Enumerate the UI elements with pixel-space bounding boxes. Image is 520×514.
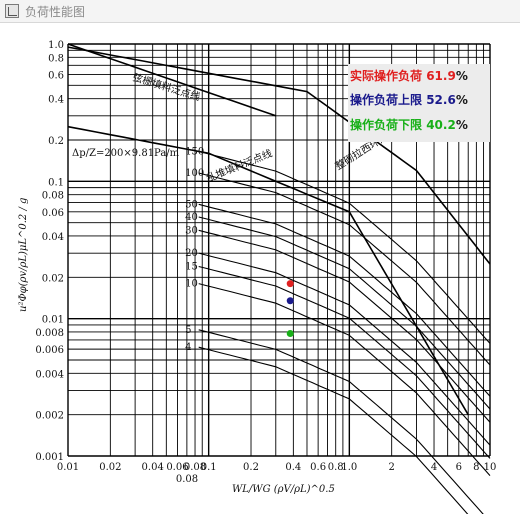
pressure-drop-label: 15 [185,261,198,272]
x-tick-label: 0.4 [285,462,301,473]
pressure-drop-label: 5 [185,325,191,336]
x-tick-label: 4 [431,462,437,473]
legend-actual-label: 实际操作负荷 [350,69,423,83]
x-tick-label: 6 [456,462,462,473]
y-tick-label: 0.6 [48,70,64,81]
legend-upper-label: 操作负荷上限 [350,93,423,107]
x-tick-label: 0.1 [201,462,217,473]
legend-upper-value: 52.6 [426,93,456,107]
pressure-drop-label: 20 [185,248,198,259]
y-tick-label: 0.002 [35,411,64,422]
y-tick-label: 0.06 [42,208,64,219]
y-tick-label: 0.8 [48,53,64,64]
x-tick-label: 0.06 [166,462,188,473]
x-tick-label: 0.8 [328,462,344,473]
y-tick-label: 0.008 [35,328,64,339]
x-tick-label: 1.0 [341,462,357,473]
y-tick-label: 0.006 [35,345,64,356]
pressure-drop-label: 150 [185,146,204,157]
legend-box [348,64,490,142]
legend-actual: 实际操作负荷 61.9% [350,69,468,83]
legend-lower: 操作负荷下限 40.2% [350,118,468,132]
load-performance-chart: 1.0 0.8 0.6 0.4 0.2 0.1 0.08 0.06 0.04 0.02 0.01 0.… [0,22,520,514]
y-tick-label: 0.004 [35,369,64,380]
flood-line-1 [67,43,277,117]
x-tick-label: 8 [473,462,479,473]
operating-point-2 [286,297,294,305]
chart-svg: 1.00.80.60.40.20.10.080.060.040.020.010.… [18,40,497,514]
flood-line-label-2: 乱堆填料泛点线 [204,147,274,185]
x-tick-label: 0.6 [310,462,326,473]
window-title: 负荷性能图 [25,4,86,19]
y-axis-title: u²Φφ(ρv/ρL)μL^0.2 / g [18,198,29,312]
pressure-drop-curve [198,252,491,446]
y-tick-label: 1.0 [48,40,64,51]
y-tick-label: 0.2 [48,136,64,147]
operating-point-1 [286,280,294,288]
x-axis-title: WL/WG (ρV/ρL)^0.5 [232,484,335,495]
y-tick-label: 0.02 [42,273,64,284]
pressure-drop-curve [198,329,484,514]
legend-upper-unit: % [455,93,468,107]
pressure-drop-curve [198,203,491,397]
y-tick-label: 0.08 [42,191,64,202]
pressure-drop-curve [198,229,491,423]
pressure-drop-label: 40 [185,212,198,223]
x-tick-label: 10 [484,462,497,473]
pressure-drop-label: 100 [185,168,204,179]
pressure-drop-curve [198,283,491,476]
pressure-drop-curve [198,216,491,410]
x-tick-label: 0.01 [57,462,79,473]
y-tick-label: 0.01 [42,315,64,326]
legend-lower-label: 操作负荷下限 [350,118,423,132]
flood-line-2 [67,125,469,416]
y-tick-label: 0.04 [42,232,64,243]
pressure-drop-curve [198,172,491,366]
legend-lower-unit: % [455,118,468,132]
x-tick-label: 0.02 [99,462,121,473]
pressure-drop-curve [198,150,491,344]
chart-window-icon [5,4,19,18]
pressure-drop-label: 50 [185,199,198,210]
x-tick-label: 0.2 [243,462,259,473]
x-tick-label: 0.04 [142,462,164,473]
legend-actual-value: 61.9 [426,69,456,83]
window-titlebar: 负荷性能图 [0,0,520,23]
y-tick-label: 0.1 [48,177,64,188]
pressure-drop-label: 4 [185,342,191,353]
operating-point-3 [286,329,294,337]
legend-lower-value: 40.2 [426,118,456,132]
pressure-drop-title: Δp/Z=200×9.81Pa/m [72,148,180,159]
y-tick-label: 0.4 [48,95,64,106]
pressure-drop-curve [198,265,491,459]
legend-actual-unit: % [455,69,468,83]
legend-upper: 操作负荷上限 52.6% [350,93,468,107]
pressure-drop-curve [198,346,469,514]
x-tick-label-extra: 0.08 [176,474,198,485]
x-tick-label: 0.08 [184,462,206,473]
y-tick-label: 0.001 [35,452,64,463]
pressure-drop-label: 30 [185,225,198,236]
x-tick-label: 2 [388,462,394,473]
pressure-drop-label: 10 [185,279,198,290]
